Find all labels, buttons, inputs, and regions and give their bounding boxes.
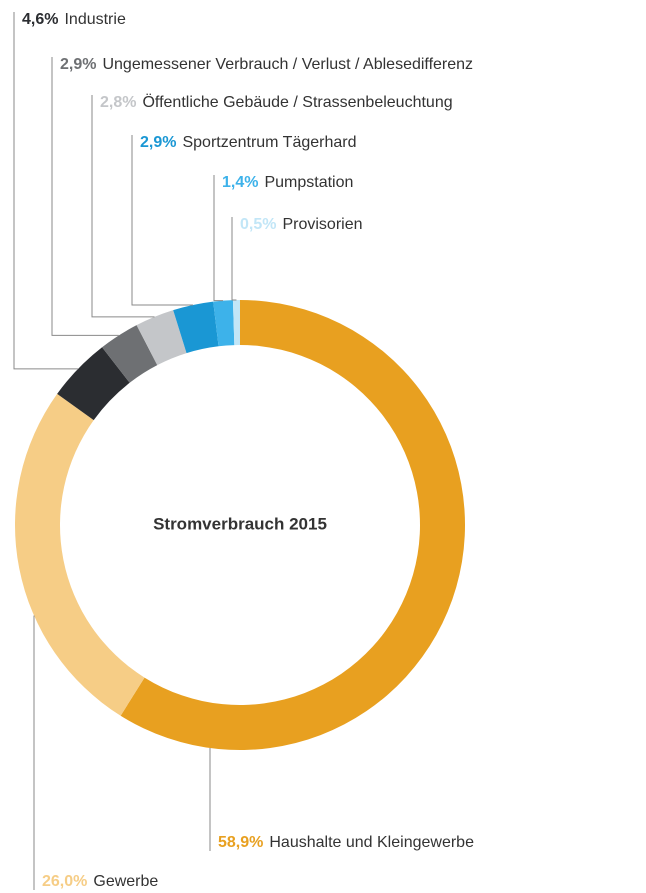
segment-label: 2,9% Sportzentrum Tägerhard — [140, 134, 356, 151]
segment-label: 58,9% Haushalte und Kleingewerbe — [218, 834, 474, 851]
value-label: 2,9% — [140, 134, 176, 151]
segment-label: 1,4% Pumpstation — [222, 174, 353, 191]
value-label: 4,6% — [22, 11, 58, 28]
donut-segment — [232, 300, 240, 346]
category-label: Haushalte und Kleingewerbe — [269, 834, 474, 851]
donut-segment — [102, 325, 158, 383]
value-label: 26,0% — [42, 873, 87, 890]
segment-label: 4,6% Industrie — [22, 11, 126, 28]
connector-line — [231, 217, 237, 301]
segment-label: 0,5% Provisorien — [240, 216, 363, 233]
segment-label: 26,0% Gewerbe — [42, 873, 158, 890]
donut-segment — [14, 393, 145, 716]
category-label: Sportzentrum Tägerhard — [182, 134, 356, 151]
value-label: 58,9% — [218, 834, 263, 851]
chart-title: Stromverbrauch 2015 — [153, 514, 327, 533]
segment-label: 2,8% Öffentliche Gebäude / Strassenbeleuc… — [100, 93, 453, 111]
donut-segment — [57, 347, 130, 421]
category-label: Öffentliche Gebäude / Strassenbeleuchtun… — [142, 93, 452, 111]
category-label: Industrie — [64, 11, 125, 28]
donut-segment — [213, 300, 235, 347]
donut-segment — [173, 301, 219, 354]
value-label: 0,5% — [240, 216, 276, 233]
connector-line — [13, 12, 78, 370]
category-label: Provisorien — [282, 216, 362, 233]
connector-line — [51, 57, 119, 336]
category-label: Pumpstation — [264, 174, 353, 191]
value-label: 2,9% — [60, 56, 96, 73]
category-label: Ungemessener Verbrauch / Verlust / Ables… — [102, 56, 473, 73]
segment-label: 2,9% Ungemessener Verbrauch / Verlust / A… — [60, 56, 473, 73]
value-label: 2,8% — [100, 94, 136, 111]
donut-segment — [136, 310, 187, 366]
connector-line — [91, 95, 155, 318]
category-label: Gewerbe — [93, 873, 158, 890]
connector-line — [213, 175, 224, 302]
connector-line — [131, 135, 193, 306]
donut-segment — [120, 300, 465, 750]
value-label: 1,4% — [222, 174, 258, 191]
